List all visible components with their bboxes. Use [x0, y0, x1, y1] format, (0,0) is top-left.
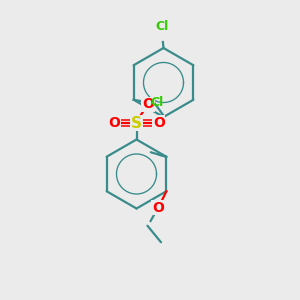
Text: S: S — [131, 116, 142, 130]
Text: Cl: Cl — [150, 96, 164, 109]
Text: O: O — [142, 98, 154, 111]
Text: Cl: Cl — [155, 20, 169, 33]
Text: O: O — [152, 201, 164, 215]
Text: O: O — [108, 116, 120, 130]
Text: O: O — [153, 116, 165, 130]
